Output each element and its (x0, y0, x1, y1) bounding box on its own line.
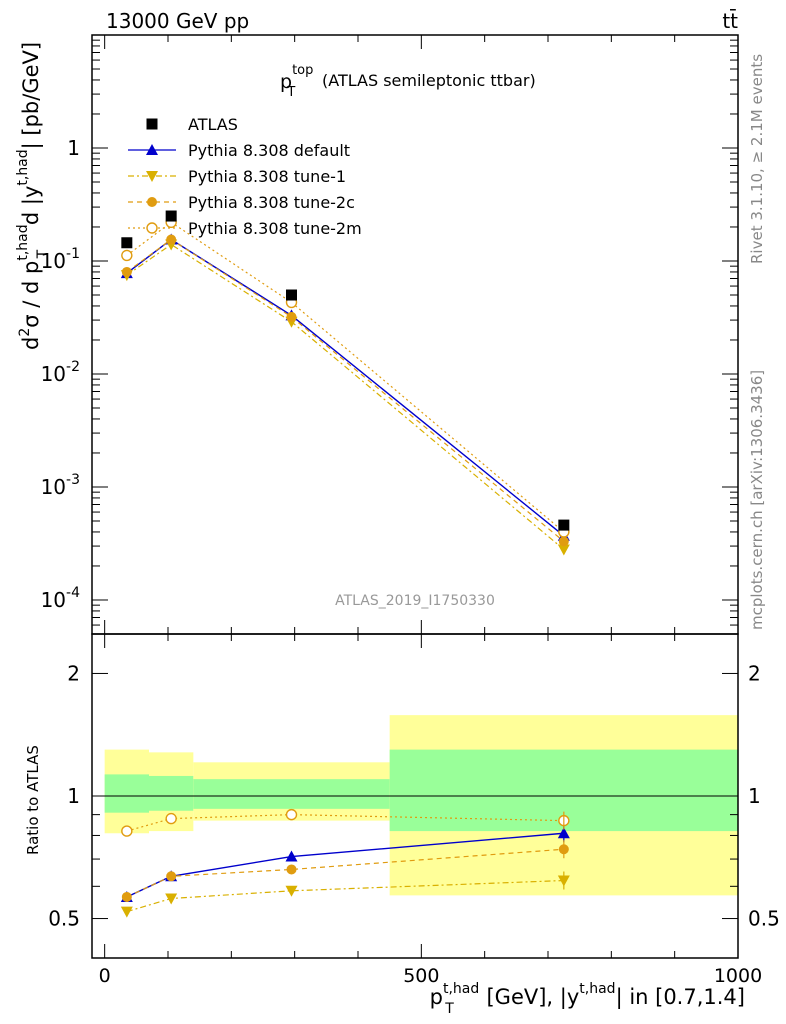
plot-title-sub: T (286, 85, 295, 100)
legend-entry: Pythia 8.308 tune-2c (188, 193, 355, 212)
ylabel-part-b-sup: t,had (15, 224, 31, 260)
atlas-point (558, 519, 570, 531)
plot-title-main: p (280, 71, 292, 93)
x-tick-label: 1000 (714, 965, 762, 987)
atlas-point (121, 237, 133, 249)
ratio-tick-label-left: 2 (67, 661, 80, 685)
legend-marker (146, 171, 158, 182)
analysis-watermark: ATLAS_2019_I1750330 (335, 593, 495, 609)
y-tick-label: 10-4 (41, 585, 81, 612)
series-line (126, 221, 565, 533)
series-point (558, 536, 569, 547)
ratio-panel: 0 500 1000 0.5 0.5 1 1 2 2 (48, 633, 780, 987)
header-energy-label: 13000 GeV pp (106, 9, 249, 33)
ylabel-part-c-sup: t,had (15, 149, 31, 185)
y-axis-label: d2σ / d pt,had T d |yt,had| [pb/GeV] (15, 42, 51, 350)
ratio-tick-label-right: 2 (748, 661, 761, 685)
mcplots-side-label: mcplots.cern.ch [arXiv:1306.3436] (748, 370, 766, 630)
series-line (126, 238, 565, 537)
ratio-point (166, 871, 177, 882)
ratio-series-line (126, 814, 564, 832)
atlas-point (165, 210, 177, 222)
legend-entry: Pythia 8.308 tune-1 (188, 167, 346, 186)
ratio-point (121, 891, 132, 902)
ratio-point (121, 825, 133, 837)
legend-entry: ATLAS (188, 115, 238, 134)
ratio-point (120, 906, 133, 918)
series-line (126, 243, 565, 550)
ratio-band-green (193, 779, 390, 809)
ylabel-part-b-sub: T (35, 249, 51, 259)
ratio-band-green (149, 775, 194, 811)
ratio-point (165, 812, 177, 825)
ratio-series-line (126, 832, 564, 898)
plot-title: ptop T (280, 63, 313, 100)
ylabel-part-c: d |y (19, 186, 44, 232)
ratio-tick-label-left: 0.5 (48, 907, 80, 931)
main-panel: 10-4 10-3 10-2 10-1 1 (41, 34, 739, 635)
header-process-label: tt̄ (722, 8, 738, 33)
ratio-y-axis-label: Ratio to ATLAS (24, 745, 42, 855)
ratio-tick-label-right: 1 (748, 784, 761, 808)
rivet-side-label: Rivet 3.1.10, ≥ 2.1M events (748, 54, 766, 264)
x-axis-label: pt,had T [GeV], |yt,had| in [0.7,1.4] (430, 981, 745, 1017)
x-tick-label: 0 (99, 965, 111, 987)
xlabel-part-b: [GeV], |y (480, 985, 579, 1010)
plot-title-sup: top (292, 63, 313, 78)
legend: ATLAS Pythia 8.308 default Pythia 8.308 tu… (128, 115, 362, 238)
ratio-point (285, 808, 298, 821)
y-tick-label: 10-2 (41, 359, 80, 386)
ratio-tick-label-right: 0.5 (748, 907, 780, 931)
ratio-point (286, 864, 297, 875)
ylabel-part-a: d (19, 337, 43, 350)
series-point (557, 544, 570, 556)
series-point (121, 249, 133, 262)
ratio-point (285, 885, 298, 897)
xlabel-part-c: | in [0.7,1.4] (616, 985, 745, 1010)
y-tick-label: 1 (67, 136, 80, 160)
y-tick-label: 10-3 (41, 472, 80, 499)
ratio-band-green (104, 774, 149, 813)
ratio-tick-label-left: 1 (67, 784, 80, 808)
ratio-series-line (126, 848, 564, 898)
series-point (121, 266, 132, 277)
xlabel-part-a-sup: t,had (443, 981, 479, 997)
ylabel-part-a-sup: 2 (17, 328, 33, 337)
series-line (126, 238, 565, 542)
ratio-series-line (126, 879, 564, 913)
series-point (286, 311, 297, 322)
xlabel-part-a: p (430, 985, 443, 1009)
series-point (166, 234, 177, 245)
plot-title-rest: (ATLAS semileptonic ttbar) (322, 71, 536, 90)
legend-marker (146, 144, 158, 155)
xlabel-part-b-sup: t,had (579, 981, 615, 997)
legend-marker (146, 118, 158, 130)
xlabel-part-a-sub: T (444, 1001, 454, 1017)
x-tick-label: 500 (403, 965, 439, 987)
ratio-point (285, 850, 298, 862)
y-tick-label: 10-1 (41, 246, 80, 273)
legend-marker (146, 222, 158, 234)
ratio-point (165, 893, 178, 905)
legend-entry: Pythia 8.308 tune-2m (188, 219, 362, 238)
legend-marker (147, 197, 157, 207)
legend-entry: Pythia 8.308 default (188, 141, 350, 160)
ylabel-part-b: σ / d p (19, 261, 43, 328)
atlas-point (286, 289, 297, 301)
ylabel-part-d: | [pb/GeV] (19, 42, 44, 149)
